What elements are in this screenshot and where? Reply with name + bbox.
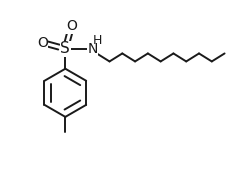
Text: O: O (66, 19, 77, 33)
Text: H: H (93, 34, 102, 47)
Text: S: S (60, 41, 70, 56)
Text: O: O (37, 36, 48, 49)
Text: N: N (87, 42, 98, 56)
